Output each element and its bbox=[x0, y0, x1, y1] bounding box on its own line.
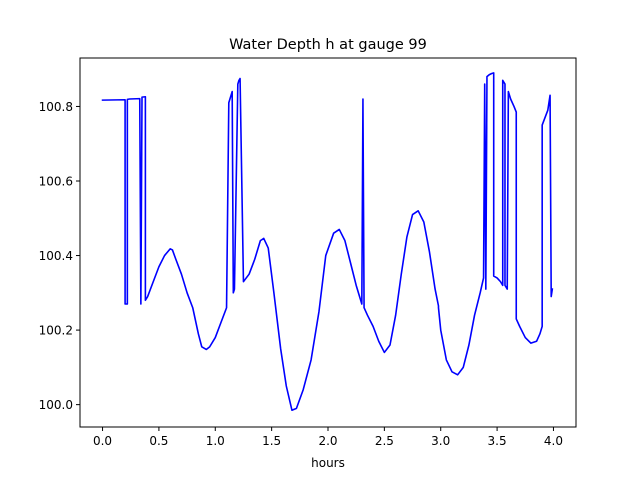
x-axis-ticks: 0.0 0.5 1.0 1.5 2.0 2.5 3.0 3.5 4.0 bbox=[93, 427, 563, 448]
y-tick-label: 100.6 bbox=[39, 175, 73, 189]
series-line-1 bbox=[101, 72, 554, 412]
x-axis-label: hours bbox=[311, 456, 345, 470]
y-tick-label: 100.2 bbox=[39, 324, 73, 338]
x-tick-label: 0.5 bbox=[149, 434, 168, 448]
series-layer bbox=[101, 72, 554, 412]
x-tick-label: 0.0 bbox=[93, 434, 112, 448]
x-tick-label: 4.0 bbox=[544, 434, 563, 448]
x-tick-label: 1.0 bbox=[206, 434, 225, 448]
y-tick-label: 100.8 bbox=[39, 100, 73, 114]
x-tick-label: 3.5 bbox=[488, 434, 507, 448]
chart-title: Water Depth h at gauge 99 bbox=[229, 37, 427, 53]
y-tick-label: 100.4 bbox=[39, 249, 73, 263]
y-tick-label: 100.0 bbox=[39, 398, 73, 412]
plot-area bbox=[79, 57, 577, 428]
x-tick-label: 2.5 bbox=[375, 434, 394, 448]
y-axis-ticks: 100.0 100.2 100.4 100.6 100.8 bbox=[39, 100, 80, 412]
plot-background bbox=[80, 58, 576, 427]
x-tick-label: 2.0 bbox=[318, 434, 337, 448]
x-tick-label: 1.5 bbox=[262, 434, 281, 448]
x-tick-label: 3.0 bbox=[431, 434, 450, 448]
